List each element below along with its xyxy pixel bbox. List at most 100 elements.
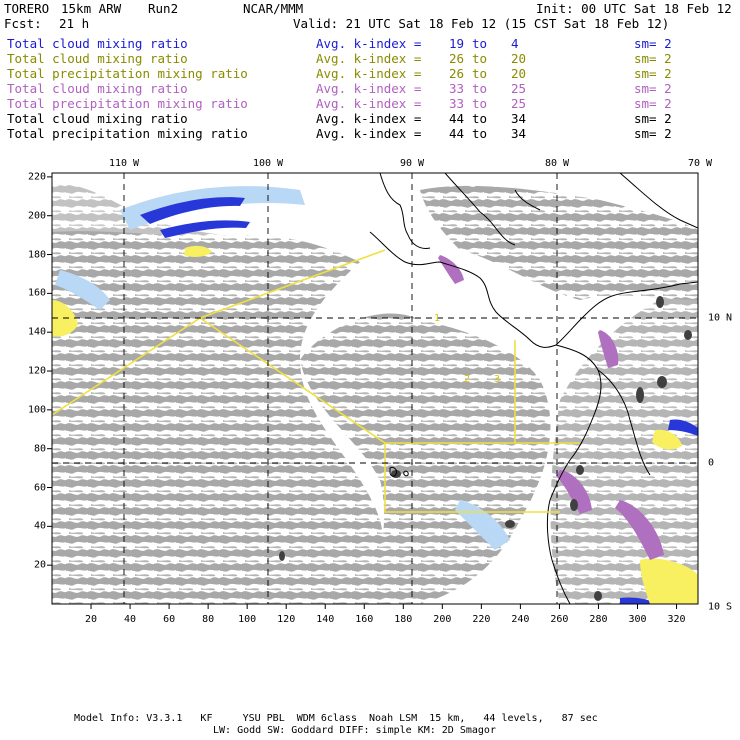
legend-to-word: to	[472, 36, 488, 51]
lon-label: 110 W	[108, 158, 140, 169]
y-tick-label: 80	[33, 443, 46, 455]
model-info: Model Info: V3.3.1 KF YSU PBL WDM 6class…	[74, 713, 598, 724]
lat-lon-grid	[52, 173, 698, 604]
lon-label: 70 W	[687, 158, 713, 169]
blue-cloud-core	[140, 197, 245, 224]
lon-label: 90 W	[399, 158, 425, 169]
legend-from: 33	[449, 96, 465, 111]
legend-index: Avg. k-index =	[316, 66, 422, 81]
x-tick-label: 140	[316, 614, 335, 625]
legend-from: 33	[449, 81, 465, 96]
legend-from: 26	[449, 66, 465, 81]
legend-field: Total cloud mixing ratio	[7, 111, 188, 126]
lat-label: 10 S	[708, 601, 733, 613]
x-tick-label: 80	[202, 614, 215, 625]
blue-cloud-west	[55, 270, 110, 310]
legend-to: 25	[511, 81, 527, 96]
domain-marker-1: 1	[434, 313, 441, 324]
yellow-cloud-sw	[640, 558, 698, 604]
x-tick-label: 280	[589, 614, 608, 625]
map-frame	[51, 172, 699, 605]
org-label: NCAR/MMM	[243, 1, 304, 16]
domain-marker-3: 3	[494, 374, 501, 385]
cloud-field-coastal	[550, 292, 698, 604]
x-tick-label: 220	[472, 614, 491, 625]
legend-field: Total cloud mixing ratio	[7, 81, 188, 96]
legend-from: 19	[449, 36, 465, 51]
legend-index: Avg. k-index =	[316, 126, 422, 141]
legend-from: 44	[449, 111, 465, 126]
legend-to-word: to	[472, 66, 488, 81]
legend-field: Total cloud mixing ratio	[7, 36, 188, 51]
purple-cloud-colombia	[598, 330, 619, 368]
x-tick-label: 20	[85, 614, 98, 625]
legend-to: 20	[511, 66, 527, 81]
run-label: Run2	[148, 1, 179, 16]
legend-to: 34	[511, 126, 527, 141]
forecast-hour: 21 h	[59, 16, 90, 31]
legend-index: Avg. k-index =	[316, 96, 422, 111]
lon-label: 80 W	[544, 158, 570, 169]
y-tick-label: 100	[27, 404, 46, 416]
x-tick-label: 120	[277, 614, 296, 625]
physics-info: LW: Godd SW: Goddard DIFF: simple KM: 2D…	[213, 725, 496, 736]
y-tick-label: 20	[33, 559, 46, 571]
legend-to: 25	[511, 96, 527, 111]
lat-label: 10 N	[708, 312, 733, 324]
x-tick-label: 40	[124, 614, 137, 625]
map-fields	[52, 173, 698, 604]
legend-sm: sm= 2	[634, 81, 672, 96]
y-tick-label: 120	[27, 365, 46, 377]
y-tick-label: 160	[27, 287, 46, 299]
axis-ticks	[47, 176, 678, 609]
legend-field: Total cloud mixing ratio	[7, 51, 188, 66]
cloud-field-gulf	[52, 184, 230, 238]
legend-sm: sm= 2	[634, 96, 672, 111]
legend-sm: sm= 2	[634, 111, 672, 126]
domain-marker-2: 2	[464, 374, 471, 385]
cloud-field-west	[52, 231, 385, 604]
legend-index: Avg. k-index =	[316, 81, 422, 96]
legend-from: 44	[449, 126, 465, 141]
y-tick-label: 180	[27, 249, 46, 261]
legend-field: Total precipitation mixing ratio	[7, 126, 248, 141]
coastlines	[369, 173, 698, 604]
valid-time: Valid: 21 UTC Sat 18 Feb 12 (15 CST Sat …	[293, 16, 670, 31]
init-time: Init: 00 UTC Sat 18 Feb 12	[536, 1, 732, 16]
lat-label: 0	[708, 457, 715, 469]
legend-index: Avg. k-index =	[316, 36, 422, 51]
legend-to-word: to	[472, 81, 488, 96]
purple-cloud-panama	[438, 255, 464, 284]
x-tick-label: 180	[394, 614, 413, 625]
legend-field: Total precipitation mixing ratio	[7, 96, 248, 111]
legend-sm: sm= 2	[634, 36, 672, 51]
y-tick-label: 140	[27, 326, 46, 338]
legend-index: Avg. k-index =	[316, 111, 422, 126]
x-tick-label: 320	[667, 614, 686, 625]
purple-cloud-peru	[556, 470, 592, 514]
blue-cloud-ne	[668, 419, 698, 436]
forecast-label: Fcst:	[4, 16, 42, 31]
legend-index: Avg. k-index =	[316, 51, 422, 66]
lon-label: 100 W	[252, 158, 284, 169]
legend-from: 26	[449, 51, 465, 66]
legend-to: 34	[511, 111, 527, 126]
yellow-cloud-east	[652, 429, 682, 450]
y-tick-label: 60	[33, 482, 46, 493]
legend-to-word: to	[472, 96, 488, 111]
x-tick-label: 300	[628, 614, 647, 625]
x-tick-label: 100	[238, 614, 257, 625]
legend-to-word: to	[472, 111, 488, 126]
y-tick-label: 200	[27, 210, 46, 222]
y-tick-label: 220	[27, 171, 46, 183]
x-tick-label: 200	[433, 614, 452, 625]
legend-sm: sm= 2	[634, 126, 672, 141]
legend-to-word: to	[472, 126, 488, 141]
legend-to: 4	[511, 36, 519, 51]
legend-sm: sm= 2	[634, 66, 672, 81]
cloud-field-north	[420, 185, 698, 300]
legend-to-word: to	[472, 51, 488, 66]
legend-field: Total precipitation mixing ratio	[7, 66, 248, 81]
purple-cloud-andes	[615, 500, 664, 560]
